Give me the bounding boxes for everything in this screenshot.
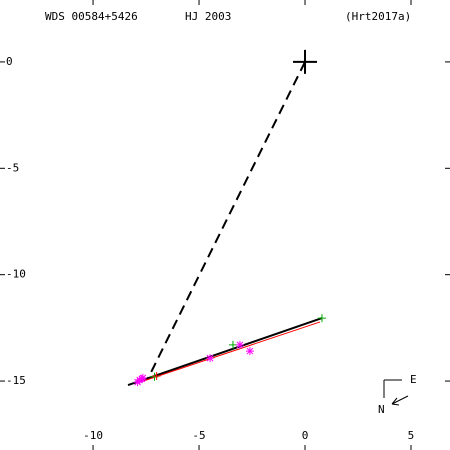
star-point (235, 340, 244, 349)
x-tick-label: 0 (302, 429, 309, 442)
compass-n-label: N (378, 403, 385, 416)
plus-point (317, 314, 326, 323)
primary-star (293, 49, 318, 74)
plus-point (150, 372, 159, 381)
plus-point (152, 371, 161, 380)
orbit-line (127, 317, 323, 387)
orbit-line (147, 61, 306, 379)
orbit-line (139, 321, 321, 383)
y-tick-label: -5 (6, 161, 19, 174)
star-point (137, 374, 146, 383)
motion-arrow (391, 395, 409, 406)
x-tick-label: 5 (408, 429, 415, 442)
y-tick-label: 0 (6, 55, 13, 68)
star-point (133, 378, 142, 387)
star-id: WDS 00584+5426 (45, 10, 138, 23)
discoverer: HJ 2003 (185, 10, 231, 23)
y-tick-label: -10 (6, 268, 26, 281)
star-point (206, 354, 215, 363)
reference: (Hrt2017a) (345, 10, 411, 23)
star-point (245, 347, 254, 356)
x-tick-label: -5 (192, 429, 205, 442)
x-tick-label: -10 (83, 429, 103, 442)
y-tick-label: -15 (6, 374, 26, 387)
plus-point (228, 340, 237, 349)
compass-e-label: E (410, 373, 417, 386)
